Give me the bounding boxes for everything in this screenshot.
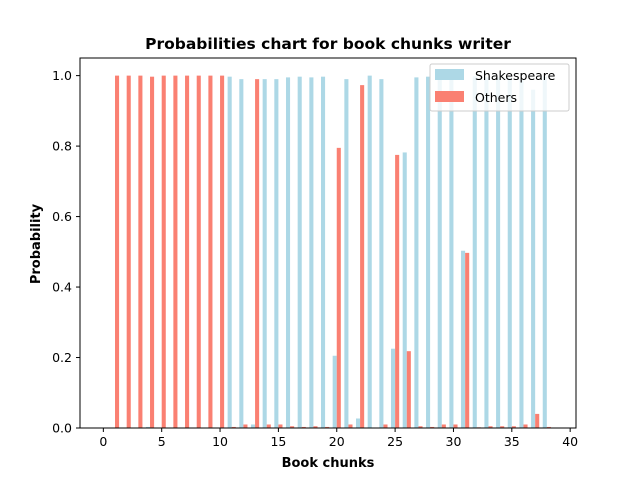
bar-shakespeare-31 — [461, 250, 466, 428]
bar-shakespeare-30 — [449, 79, 454, 428]
y-tick-label: 1.0 — [52, 68, 72, 83]
bar-others-14 — [266, 424, 271, 428]
bar-others-18 — [313, 426, 318, 428]
bar-others-22 — [360, 85, 365, 428]
bar-shakespeare-34 — [496, 77, 501, 428]
bar-others-6 — [173, 75, 178, 429]
bar-others-37 — [535, 413, 540, 428]
x-tick-label: 0 — [99, 434, 107, 449]
bar-others-38 — [546, 426, 551, 428]
x-tick-label: 15 — [270, 434, 286, 449]
legend-label-shakespeare: Shakespeare — [475, 68, 556, 83]
y-tick-label: 0.8 — [52, 139, 72, 154]
bar-shakespeare-33 — [484, 77, 489, 428]
bar-others-33 — [488, 426, 493, 428]
axes-layer — [79, 57, 577, 429]
bar-shakespeare-14 — [262, 79, 267, 428]
bar-shakespeare-35 — [507, 77, 512, 428]
x-tick-label: 5 — [158, 434, 166, 449]
bar-shakespeare-32 — [472, 76, 477, 428]
bar-others-9 — [208, 75, 213, 429]
bar-shakespeare-17 — [297, 76, 302, 429]
bar-others-1 — [115, 75, 120, 429]
bar-others-31 — [465, 252, 470, 428]
ticks-layer: 0 5 10 15 20 25 30 35 40 0.0 0.2 0.4 0.6 0.8 1.0 — [52, 68, 578, 449]
bar-others-4 — [150, 76, 155, 429]
legend-label-others: Others — [475, 90, 517, 105]
y-tick-label: 0.4 — [52, 280, 72, 295]
bar-others-36 — [523, 424, 528, 428]
bar-others-5 — [161, 75, 166, 429]
bar-shakespeare-36 — [519, 79, 524, 428]
bar-others-29 — [441, 424, 446, 428]
bar-others-20 — [336, 147, 341, 429]
bar-others-11 — [231, 426, 236, 428]
plot-frame — [79, 57, 577, 429]
bar-shakespeare-23 — [367, 75, 372, 429]
bar-others-7 — [185, 75, 190, 429]
bar-others-2 — [126, 75, 131, 429]
legend-swatch-shakespeare — [435, 69, 464, 80]
bar-shakespeare-16 — [285, 77, 291, 428]
y-tick-label: 0.2 — [52, 350, 72, 365]
bar-shakespeare-26 — [402, 152, 407, 428]
bar-shakespeare-21 — [344, 79, 349, 428]
bar-shakespeare-22 — [356, 418, 361, 428]
bar-shakespeare-18 — [309, 77, 314, 428]
x-tick-label: 40 — [562, 434, 578, 449]
y-tick-label: 0.6 — [52, 209, 72, 224]
bar-others-21 — [348, 424, 353, 428]
legend-frame — [429, 63, 570, 112]
bar-others-15 — [278, 424, 283, 428]
bar-shakespeare-13 — [250, 424, 256, 428]
x-tick-label: 20 — [329, 434, 345, 449]
bar-shakespeare-28 — [426, 76, 431, 429]
bar-others-17 — [301, 426, 306, 428]
y-tick-label: 0.0 — [52, 421, 72, 436]
bar-others-34 — [500, 426, 505, 428]
bar-shakespeare-27 — [414, 77, 419, 428]
legend: Shakespeare Others — [429, 63, 570, 112]
bar-others-10 — [220, 75, 225, 429]
bar-shakespeare-15 — [274, 79, 279, 428]
bar-others-19 — [325, 426, 330, 428]
bars-layer — [115, 75, 551, 429]
bar-others-27 — [418, 426, 423, 428]
bar-others-35 — [511, 426, 516, 428]
x-axis-label: Book chunks — [282, 456, 375, 471]
legend-swatch-others — [435, 91, 464, 102]
bar-others-3 — [138, 75, 143, 429]
bar-others-28 — [430, 426, 435, 428]
bar-others-24 — [383, 424, 388, 428]
bar-others-8 — [196, 75, 201, 429]
bar-others-13 — [255, 79, 260, 428]
bar-shakespeare-19 — [321, 76, 326, 429]
bar-shakespeare-20 — [332, 355, 337, 428]
bar-others-26 — [406, 351, 411, 428]
bar-shakespeare-25 — [391, 348, 396, 428]
bar-shakespeare-11 — [227, 76, 232, 429]
bar-others-16 — [290, 426, 295, 428]
x-tick-label: 30 — [446, 434, 462, 449]
y-axis-label: Probability — [29, 203, 44, 284]
bar-shakespeare-38 — [542, 76, 547, 429]
bar-shakespeare-24 — [379, 79, 384, 428]
x-tick-label: 35 — [504, 434, 520, 449]
bar-others-12 — [243, 424, 248, 428]
bar-shakespeare-12 — [239, 79, 244, 428]
chart-title: Probabilities chart for book chunks writ… — [145, 35, 511, 53]
x-tick-label: 10 — [212, 434, 228, 449]
bar-shakespeare-37 — [531, 89, 536, 429]
bar-shakespeare-29 — [437, 79, 442, 428]
bar-others-25 — [395, 154, 400, 428]
bar-shakespeare-4 — [145, 426, 151, 428]
bar-others-30 — [453, 424, 458, 428]
x-tick-label: 25 — [387, 434, 403, 449]
